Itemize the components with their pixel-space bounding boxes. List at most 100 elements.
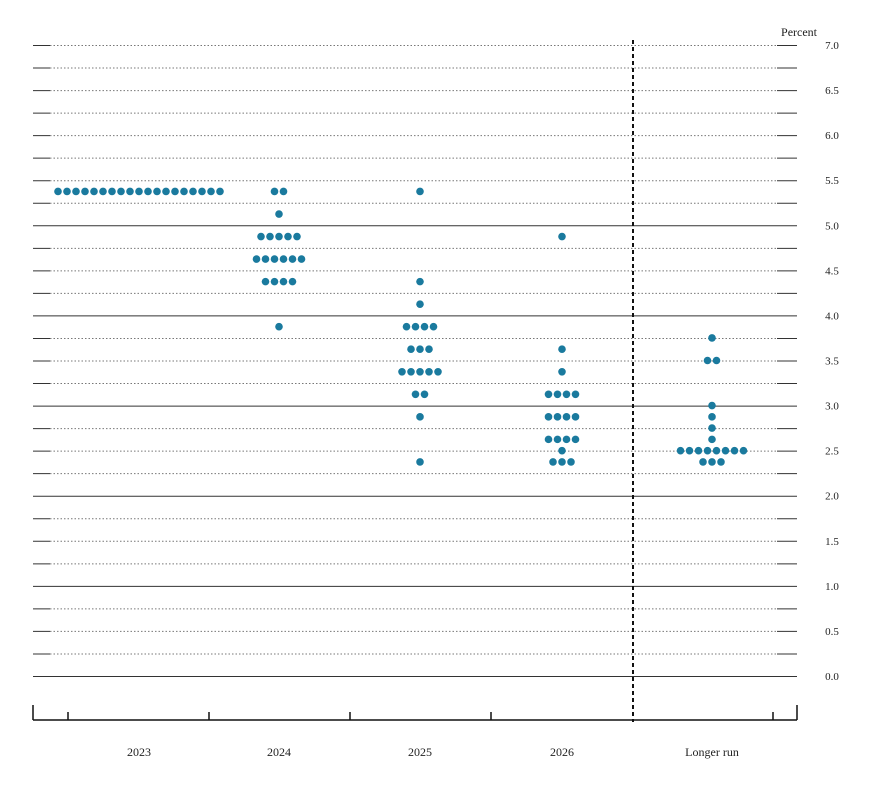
- x-tick-label: 2024: [267, 745, 291, 759]
- y-tick-label: 3.5: [825, 356, 839, 368]
- dot-longer-run: [708, 435, 716, 444]
- dot-2025: [398, 367, 406, 376]
- dot-2025: [402, 322, 411, 331]
- y-tick-label: 3.0: [825, 401, 839, 413]
- dot-2026: [553, 413, 562, 421]
- dot-2026: [549, 458, 557, 466]
- y-tick-label: 1.5: [825, 536, 839, 548]
- dot-2026: [558, 367, 566, 376]
- dot-2024: [297, 255, 306, 263]
- y-tick-label: 0.5: [825, 626, 839, 638]
- y-tick-label: 5.5: [825, 175, 839, 187]
- y-tick-label: 5.0: [825, 220, 839, 232]
- dot-2024: [279, 255, 288, 263]
- dot-2024: [270, 187, 279, 196]
- dot-2023: [63, 187, 71, 196]
- y-tick-label: 7.0: [825, 40, 839, 52]
- dot-longer-run: [708, 401, 716, 410]
- dot-2023: [180, 187, 188, 196]
- dot-2026: [562, 435, 571, 444]
- y-tick-label: 0.0: [825, 671, 839, 683]
- dot-2025: [411, 322, 420, 331]
- dot-longer-run: [694, 446, 703, 455]
- dot-2025: [416, 300, 424, 308]
- dot-2025: [416, 413, 424, 421]
- dot-2024: [288, 255, 297, 263]
- dot-longer-run: [703, 356, 712, 365]
- dot-2023: [90, 187, 98, 196]
- dot-2024: [275, 232, 283, 241]
- dot-2026: [562, 413, 571, 421]
- dot-2024: [284, 232, 292, 241]
- dot-2026: [571, 435, 580, 444]
- dot-2023: [81, 187, 89, 196]
- dot-2023: [126, 187, 134, 196]
- dot-2026: [558, 458, 566, 466]
- dot-2023: [99, 187, 107, 196]
- dot-2026: [558, 345, 566, 354]
- dot-2026: [571, 413, 580, 421]
- dot-2024: [266, 232, 274, 241]
- dot-2023: [198, 187, 206, 196]
- dot-2025: [420, 322, 429, 331]
- dot-longer-run: [708, 424, 716, 432]
- dot-2024: [270, 277, 279, 286]
- dot-2025: [429, 322, 438, 331]
- y-tick-label: 1.0: [825, 581, 839, 593]
- dot-2026: [544, 390, 553, 399]
- dot-2023: [117, 187, 125, 196]
- dot-longer-run: [685, 446, 694, 455]
- dot-2023: [54, 187, 62, 196]
- dot-2023: [207, 187, 215, 196]
- dot-2025: [425, 345, 433, 354]
- dot-2026: [558, 232, 566, 241]
- y-tick-label: 2.0: [825, 491, 839, 503]
- dot-2023: [144, 187, 152, 196]
- dot-2025: [411, 390, 420, 399]
- x-tick-label: Longer run: [685, 745, 739, 759]
- dot-2024: [270, 255, 279, 263]
- dot-2024: [257, 232, 265, 241]
- dot-2025: [407, 345, 415, 354]
- dot-longer-run: [703, 446, 712, 455]
- dot-2023: [171, 187, 179, 196]
- y-tick-label: 4.0: [825, 310, 839, 322]
- dot-longer-run: [712, 446, 721, 455]
- dot-2025: [416, 458, 424, 466]
- x-tick-label: 2025: [408, 745, 432, 759]
- dot-2024: [275, 322, 283, 331]
- y-tick-label: 2.5: [825, 446, 839, 458]
- dot-longer-run: [676, 446, 685, 455]
- y-tick-label: 6.5: [825, 85, 839, 97]
- dot-2024: [261, 255, 270, 263]
- dot-longer-run: [699, 458, 707, 466]
- dot-2024: [293, 232, 301, 241]
- dot-longer-run: [721, 446, 730, 455]
- dot-2026: [571, 390, 580, 399]
- dot-2025: [434, 367, 442, 376]
- y-axis-label: Percent: [781, 25, 818, 39]
- dot-2025: [420, 390, 429, 399]
- dot-2025: [416, 187, 424, 196]
- dot-2023: [72, 187, 80, 196]
- dot-2025: [416, 345, 424, 354]
- dot-2023: [162, 187, 170, 196]
- dot-longer-run: [708, 458, 716, 466]
- dot-longer-run: [708, 413, 716, 421]
- dot-2023: [189, 187, 197, 196]
- dot-2023: [135, 187, 143, 196]
- dot-2024: [279, 277, 288, 286]
- dot-2023: [108, 187, 116, 196]
- dot-2024: [252, 255, 261, 263]
- x-tick-label: 2026: [550, 745, 574, 759]
- dot-2025: [416, 367, 424, 376]
- y-tick-label: 4.5: [825, 265, 839, 277]
- dot-longer-run: [708, 334, 716, 342]
- dot-2024: [288, 277, 297, 286]
- x-tick-label: 2023: [127, 745, 151, 759]
- dot-2026: [567, 458, 575, 466]
- dot-2024: [275, 210, 283, 218]
- dot-2026: [553, 390, 562, 399]
- dot-longer-run: [712, 356, 721, 365]
